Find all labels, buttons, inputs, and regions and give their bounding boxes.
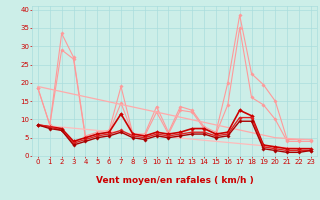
X-axis label: Vent moyen/en rafales ( km/h ): Vent moyen/en rafales ( km/h ) xyxy=(96,176,253,185)
